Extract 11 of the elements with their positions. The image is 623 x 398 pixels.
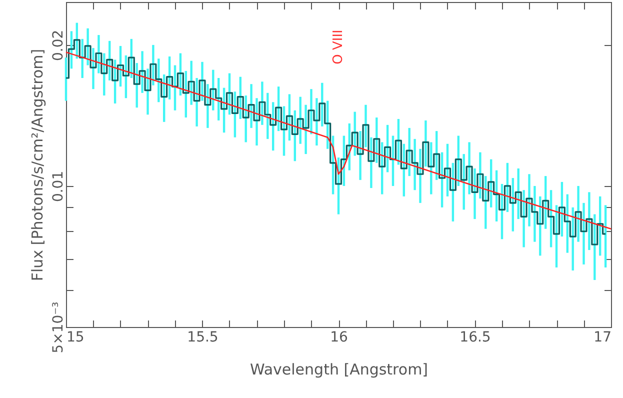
y-tick-label: 5×10⁻³ bbox=[50, 302, 66, 354]
x-tick-label: 15.5 bbox=[187, 330, 218, 346]
annotation: O VIII bbox=[331, 30, 346, 64]
x-tick-label: 17 bbox=[594, 330, 612, 346]
y-tick-label: 0.02 bbox=[50, 30, 66, 62]
x-tick-label: 15 bbox=[66, 330, 84, 346]
x-axis-title: Wavelength [Angstrom] bbox=[250, 360, 428, 378]
x-tick-label: 16.5 bbox=[460, 330, 491, 346]
x-tick-label: 16 bbox=[330, 330, 348, 346]
y-tick-label: 0.01 bbox=[50, 170, 66, 202]
y-axis-title: Flux [Photons/s/cm²/Angstrom] bbox=[28, 48, 46, 282]
